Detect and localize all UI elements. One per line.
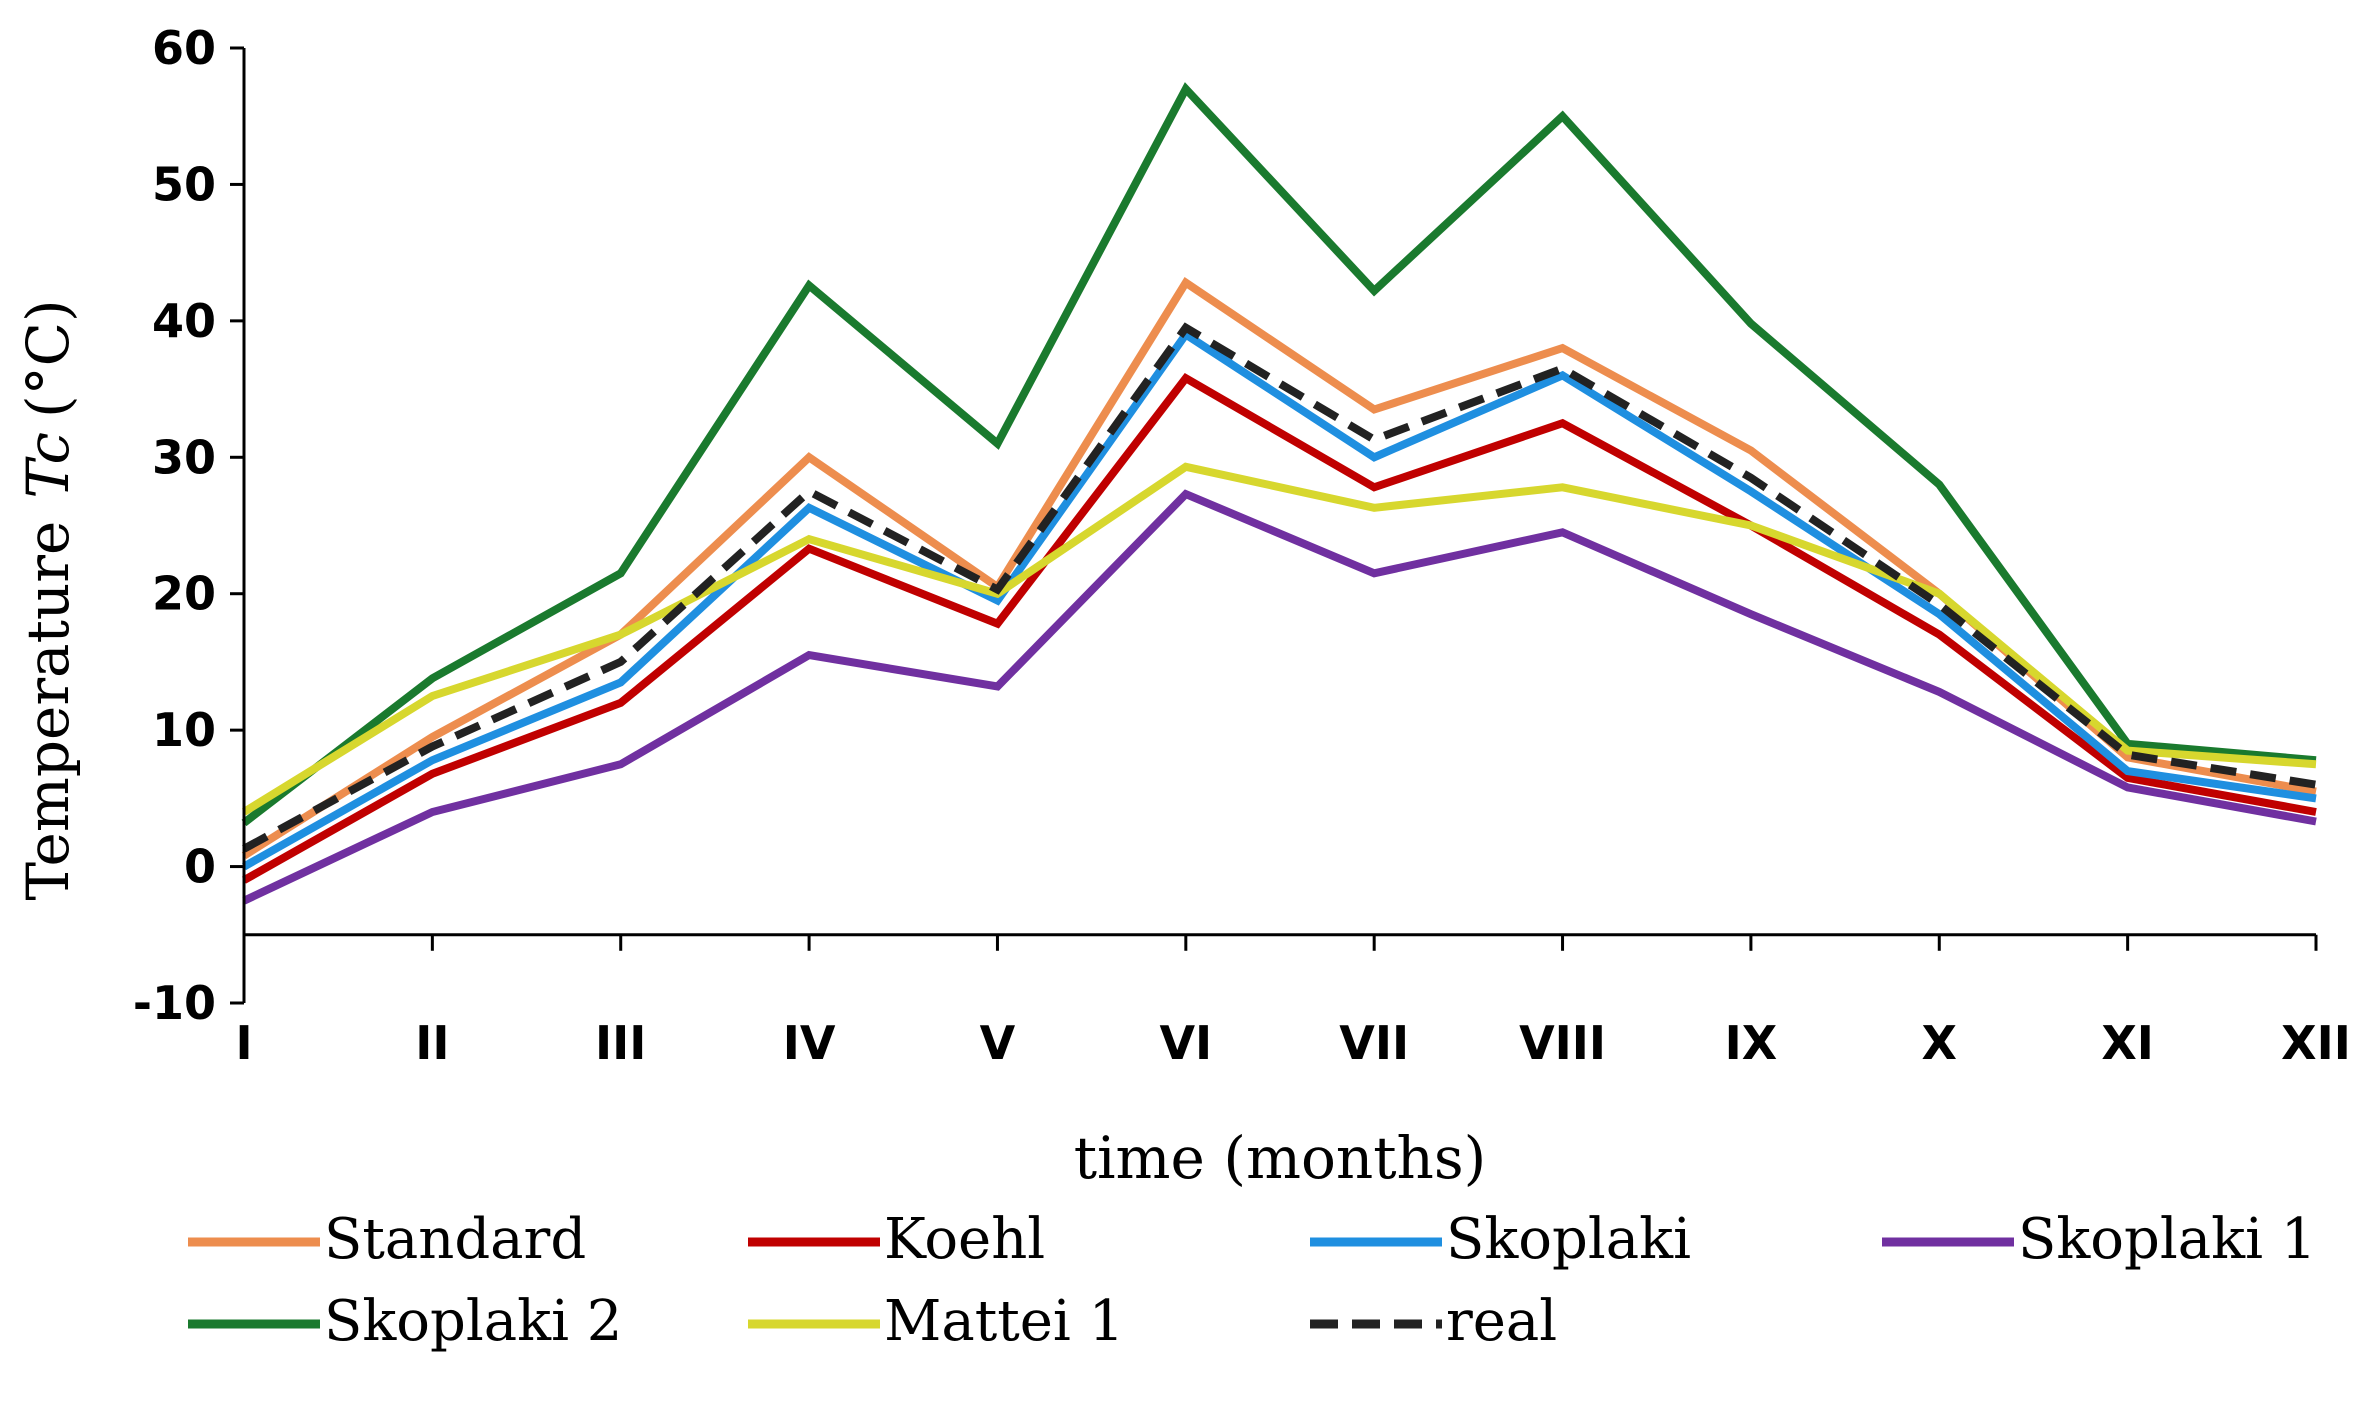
axes	[242, 48, 2316, 1003]
y-tick-label: 30	[152, 430, 216, 484]
legend-label: Mattei 1	[884, 1289, 1124, 1354]
y-axis-ticks: -10 0 10 20 30 40 50 60	[133, 21, 244, 1030]
legend-item-standard: Standard	[188, 1207, 586, 1272]
x-tick-label: V	[980, 1016, 1016, 1070]
series-lines	[241, 82, 2317, 905]
x-axis-ticks: I II III IV V VI VII VIII IX X XI XII	[235, 934, 2351, 1070]
x-tick-label: X	[1922, 1016, 1957, 1070]
legend-label: Skoplaki	[1446, 1207, 1691, 1272]
series-line-skoplaki	[242, 329, 2317, 871]
legend-item-koehl: Koehl	[748, 1207, 1045, 1272]
legend: Standard Koehl Skoplaki Skoplaki 1 Skoplaki …	[188, 1207, 2316, 1354]
series-line-real	[242, 322, 2317, 853]
x-tick-label: VI	[1159, 1016, 1212, 1070]
legend-item-skoplaki-2: Skoplaki 2	[188, 1289, 622, 1354]
y-tick-label: 20	[152, 567, 216, 621]
x-tick-label: I	[235, 1016, 252, 1070]
y-axis-title-symbol: Tc	[14, 432, 82, 499]
y-tick-label: 50	[152, 157, 216, 211]
legend-item-mattei-1: Mattei 1	[748, 1289, 1124, 1354]
y-axis-title: Temperature Tc (°C)	[14, 299, 82, 900]
x-tick-label: IX	[1725, 1016, 1778, 1070]
legend-item-real: real	[1310, 1289, 1557, 1354]
legend-label: Koehl	[884, 1207, 1045, 1272]
x-tick-label: II	[415, 1016, 449, 1070]
legend-label: real	[1446, 1289, 1557, 1354]
legend-label: Skoplaki 1	[2018, 1207, 2316, 1272]
y-axis-title-prefix: Temperature	[14, 521, 82, 901]
legend-label: Standard	[324, 1207, 586, 1272]
x-tick-label: VIII	[1519, 1016, 1606, 1070]
series-line-skoplaki-1	[242, 489, 2317, 905]
x-tick-label: IV	[783, 1016, 836, 1070]
y-tick-label: 60	[152, 21, 216, 75]
y-tick-label: 40	[152, 294, 216, 348]
x-tick-label: III	[595, 1016, 646, 1070]
y-axis-title-unit: (°C)	[14, 299, 82, 418]
x-tick-label: XII	[2281, 1016, 2351, 1070]
y-tick-label: -10	[133, 976, 216, 1030]
x-tick-label: XI	[2101, 1016, 2154, 1070]
y-tick-label: 10	[152, 703, 216, 757]
x-axis-title: time (months)	[1074, 1124, 1487, 1192]
series-line-koehl	[242, 372, 2317, 884]
legend-item-skoplaki: Skoplaki	[1310, 1207, 1691, 1272]
x-tick-label: VII	[1339, 1016, 1409, 1070]
legend-item-skoplaki-1: Skoplaki 1	[1882, 1207, 2316, 1272]
legend-label: Skoplaki 2	[324, 1289, 622, 1354]
series-line-skoplaki-2	[241, 82, 2317, 827]
y-tick-label: 0	[184, 840, 216, 894]
series-line-mattei-1	[241, 462, 2317, 816]
